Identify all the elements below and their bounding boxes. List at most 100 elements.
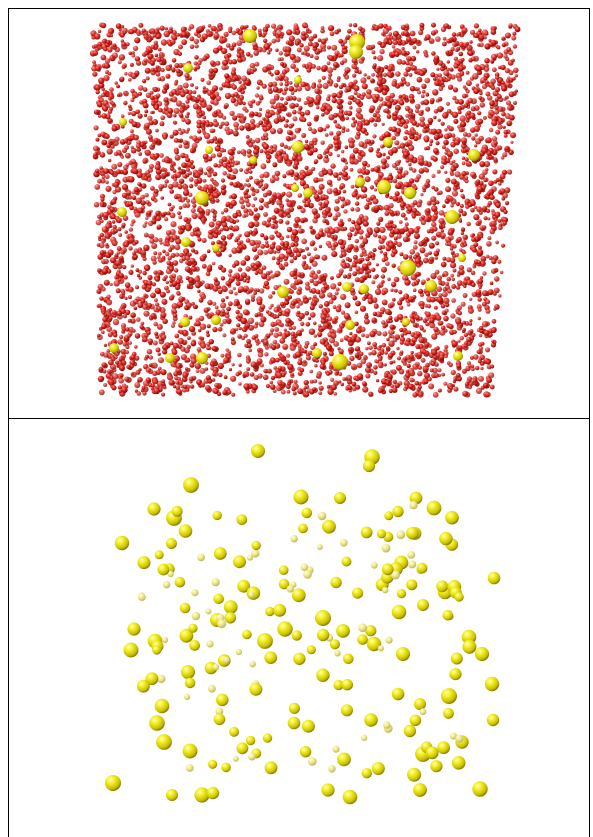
red-particle xyxy=(221,298,225,302)
red-particle xyxy=(132,195,137,200)
red-particle xyxy=(260,304,266,310)
red-particle xyxy=(361,333,365,337)
red-particle xyxy=(256,101,261,106)
red-particle xyxy=(381,32,385,36)
red-particle xyxy=(288,246,291,249)
red-particle xyxy=(238,313,243,318)
red-particle xyxy=(417,212,421,216)
red-particle xyxy=(345,302,351,308)
red-particle xyxy=(161,68,165,72)
red-particle xyxy=(108,72,112,76)
red-particle xyxy=(345,117,349,121)
red-particle xyxy=(202,127,206,131)
red-particle xyxy=(412,208,417,213)
red-particle xyxy=(502,43,506,47)
red-particle xyxy=(182,174,187,179)
red-particle xyxy=(286,41,290,45)
red-particle xyxy=(190,150,193,153)
red-particle xyxy=(264,185,268,189)
red-particle xyxy=(192,264,195,267)
red-particle xyxy=(214,33,220,39)
red-particle xyxy=(206,342,210,346)
red-particle xyxy=(376,263,379,266)
red-particle xyxy=(277,31,283,37)
red-particle xyxy=(237,47,241,51)
red-particle xyxy=(263,144,269,150)
red-particle xyxy=(285,318,291,324)
red-particle xyxy=(431,334,437,340)
red-particle xyxy=(328,55,334,61)
red-particle xyxy=(264,281,269,286)
red-particle xyxy=(271,105,274,108)
red-particle xyxy=(454,139,460,145)
red-particle xyxy=(161,39,167,45)
red-particle xyxy=(301,238,307,244)
red-particle xyxy=(219,87,223,91)
red-particle xyxy=(369,331,375,337)
red-particle xyxy=(412,392,417,397)
red-particle xyxy=(360,327,366,333)
red-particle xyxy=(332,318,336,322)
red-particle xyxy=(209,222,215,228)
red-particle xyxy=(188,171,192,175)
red-particle xyxy=(197,124,202,129)
red-particle xyxy=(243,383,249,389)
red-particle xyxy=(107,369,112,374)
red-particle xyxy=(256,288,260,292)
red-particle xyxy=(415,381,420,386)
red-particle xyxy=(118,278,121,281)
red-particle xyxy=(206,80,211,85)
red-particle xyxy=(158,238,162,242)
red-particle xyxy=(120,309,126,315)
red-particle xyxy=(505,146,509,150)
red-particle xyxy=(280,302,285,307)
red-particle xyxy=(410,86,416,92)
red-particle xyxy=(373,63,377,67)
red-particle xyxy=(112,310,117,315)
red-particle xyxy=(379,49,384,54)
red-particle xyxy=(336,307,342,313)
red-particle xyxy=(314,334,317,337)
red-particle xyxy=(230,200,236,206)
red-particle xyxy=(410,249,416,255)
red-particle xyxy=(330,235,334,239)
red-particle xyxy=(195,363,201,369)
red-particle xyxy=(298,287,303,292)
red-particle xyxy=(468,308,474,314)
red-particle xyxy=(426,292,431,297)
red-particle xyxy=(405,341,410,346)
red-particle xyxy=(211,129,215,133)
red-particle xyxy=(314,99,320,105)
red-particle xyxy=(196,231,202,237)
red-particle xyxy=(385,309,391,315)
red-particle xyxy=(275,193,281,199)
red-particle xyxy=(450,262,456,268)
red-particle xyxy=(416,135,421,140)
red-particle xyxy=(154,298,158,302)
red-particle xyxy=(156,309,159,312)
red-particle xyxy=(401,50,407,56)
red-particle xyxy=(462,27,468,33)
red-particle xyxy=(302,255,307,260)
red-particle xyxy=(179,253,184,258)
red-particle xyxy=(381,164,386,169)
red-particle xyxy=(278,58,282,62)
red-particle xyxy=(439,224,443,228)
red-particle xyxy=(166,290,170,294)
red-particle xyxy=(172,205,175,208)
red-particle xyxy=(194,39,199,44)
red-particle xyxy=(246,52,251,57)
red-particle xyxy=(393,112,398,117)
red-particle xyxy=(316,290,321,295)
red-particle xyxy=(289,36,295,42)
red-particle xyxy=(420,305,424,309)
red-particle xyxy=(431,23,436,28)
red-particle xyxy=(445,282,449,286)
red-particle xyxy=(445,186,451,192)
red-particle xyxy=(239,168,243,172)
red-particle xyxy=(113,182,119,188)
red-particle xyxy=(397,242,402,247)
red-particle xyxy=(189,326,195,332)
red-particle xyxy=(349,142,355,148)
red-particle xyxy=(272,256,276,260)
